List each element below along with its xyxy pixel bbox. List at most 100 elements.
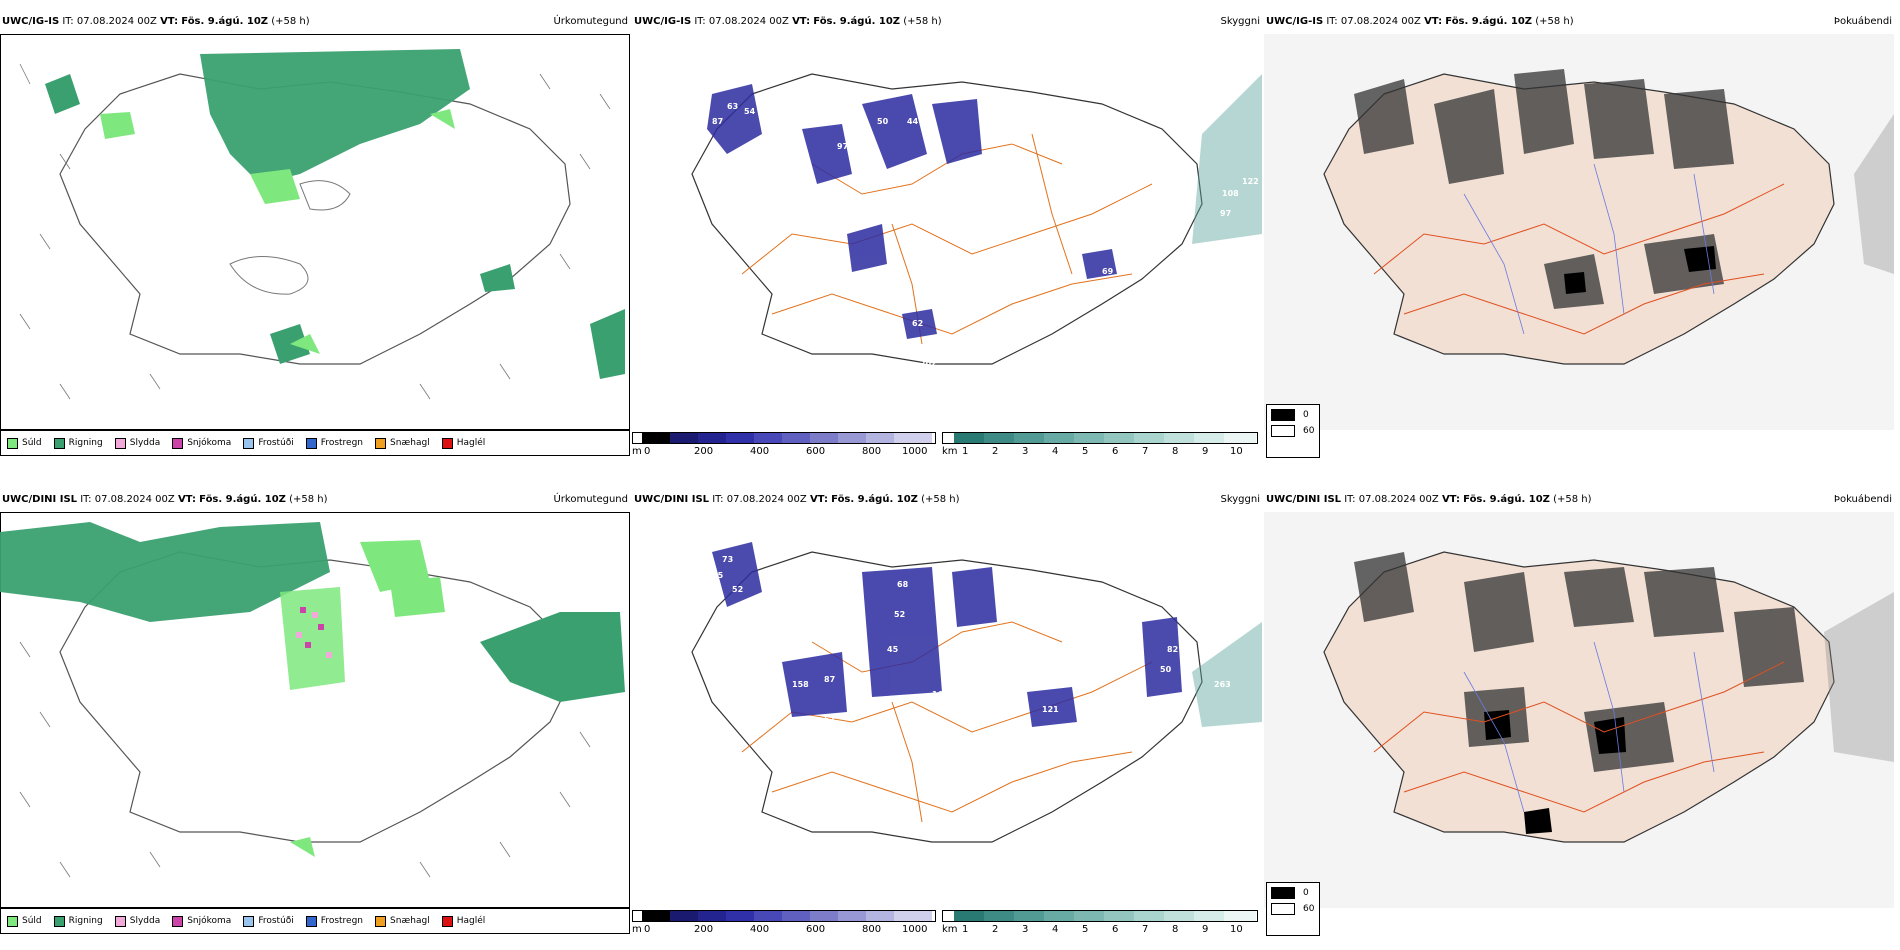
svg-text:62: 62	[912, 319, 923, 328]
legend-item: Snjókoma	[172, 437, 231, 449]
colorbar-tick: 9	[1202, 924, 1209, 935]
panel-title: UWC/IG-IS IT: 07.08.2024 00Z VT: Fös. 9.…	[2, 16, 310, 27]
colorbar-swatches	[942, 910, 1258, 922]
svg-text:121: 121	[1042, 705, 1059, 714]
legend-swatch	[114, 437, 126, 449]
colorbar-tick: 10	[1230, 924, 1243, 935]
legend-item: Súld	[7, 437, 42, 449]
legend-swatch	[7, 437, 18, 449]
colorbar-tick: 0	[644, 446, 651, 457]
svg-text:97: 97	[837, 142, 848, 151]
colorbar-tick: 5	[1082, 924, 1089, 935]
visibility-colorbar: km 1 2 3 4 5 6 7 8 9 10	[942, 432, 1258, 462]
panel-kind-label: Skyggni	[1220, 16, 1260, 27]
colorbar-tick: 1	[962, 924, 969, 935]
svg-text:65: 65	[712, 571, 724, 580]
svg-text:59: 59	[870, 172, 882, 181]
panel-kind-label: Þokuábendi	[1833, 494, 1892, 505]
panel-kind-label: Úrkomutegund	[553, 16, 628, 27]
legend-swatch	[375, 437, 387, 449]
svg-text:168: 168	[932, 690, 949, 699]
svg-text:45: 45	[887, 645, 899, 654]
svg-text:105: 105	[1000, 137, 1017, 146]
iceland-outline	[691, 73, 1203, 365]
colorbar-tick: 7	[1142, 924, 1149, 935]
colorbar-tick: 8	[1172, 924, 1179, 935]
precip-map	[0, 34, 630, 430]
colorbar-unit: m	[632, 924, 642, 935]
colorbar-swatches	[632, 910, 936, 922]
panel-kind-label: Úrkomutegund	[553, 494, 628, 505]
legend-item: Haglél	[441, 437, 485, 449]
fog-panel-bottom: UWC/DINI ISL IT: 07.08.2024 00Z VT: Fös.…	[1264, 492, 1894, 942]
svg-text:202: 202	[920, 359, 937, 368]
legend-item: Haglél	[441, 915, 485, 927]
svg-text:44: 44	[907, 117, 919, 126]
svg-text:72: 72	[902, 805, 913, 814]
fog-legend-swatch	[1271, 903, 1295, 915]
legend-item: Slydda	[114, 915, 160, 927]
legend-swatch	[53, 915, 65, 927]
svg-text:69: 69	[1102, 267, 1114, 276]
colorbar-tick: 200	[694, 924, 714, 935]
svg-text:55: 55	[992, 645, 1004, 654]
panel-title: UWC/DINI ISL IT: 07.08.2024 00Z VT: Fös.…	[1266, 494, 1592, 505]
svg-text:108: 108	[1222, 189, 1239, 198]
fog-legend-swatch	[1271, 425, 1295, 437]
fog-legend: 0 60	[1266, 404, 1320, 458]
legend-swatch	[172, 915, 184, 927]
colorbar-tick: 3	[1022, 924, 1029, 935]
colorbar-tick: 400	[750, 446, 770, 457]
colorbar-tick: 400	[750, 924, 770, 935]
precip-legend: Súld Rigning Slydda Snjókoma Frostúði Fr…	[0, 430, 630, 456]
fog-map	[1264, 34, 1894, 430]
colorbar-tick: 9	[1202, 446, 1209, 457]
colorbar-swatches	[942, 432, 1258, 444]
legend-swatch	[53, 437, 65, 449]
svg-text:73: 73	[722, 555, 733, 564]
colorbar-tick: 4	[1052, 924, 1059, 935]
legend-item: Frostregn	[305, 915, 363, 927]
fog-legend-swatch	[1271, 887, 1295, 899]
colorbar-tick: 200	[694, 446, 714, 457]
svg-text:68: 68	[897, 580, 909, 589]
legend-swatch	[243, 437, 255, 449]
precip-panel-bottom: UWC/DINI ISL IT: 07.08.2024 00Z VT: Fös.…	[0, 492, 630, 942]
colorbar-tick: 2	[992, 446, 999, 457]
svg-text:122: 122	[1242, 177, 1259, 186]
colorbar-tick: 1000	[902, 446, 928, 457]
legend-item: Frostúði	[243, 437, 294, 449]
colorbar-unit: km	[942, 924, 958, 935]
colorbar-unit: m	[632, 446, 642, 457]
precip-map	[0, 512, 630, 908]
colorbar-tick: 8	[1172, 446, 1179, 457]
legend-item: Rigning	[53, 437, 103, 449]
colorbar-tick: 1	[962, 446, 969, 457]
cloud-panel-bottom: UWC/DINI ISL IT: 07.08.2024 00Z VT: Fös.…	[632, 492, 1262, 942]
precip-legend: Súld Rigning Slydda Snjókoma Frostúði Fr…	[0, 908, 630, 934]
colorbar-tick: 800	[862, 446, 882, 457]
fog-panel-top: UWC/IG-IS IT: 07.08.2024 00Z VT: Fös. 9.…	[1264, 14, 1894, 464]
svg-text:87: 87	[712, 117, 723, 126]
colorbar-tick: 3	[1022, 446, 1029, 457]
legend-swatch	[305, 915, 317, 927]
colorbar-tick: 1000	[902, 924, 928, 935]
visibility-colorbar: km 1 2 3 4 5 6 7 8 9 10	[942, 910, 1258, 940]
colorbar-tick: 7	[1142, 446, 1149, 457]
legend-item: Súld	[7, 915, 42, 927]
cloud-base-colorbar: m 0 200 400 600 800 1000	[632, 432, 936, 462]
cloud-panel-top: UWC/IG-IS IT: 07.08.2024 00Z VT: Fös. 9.…	[632, 14, 1262, 464]
fog-map	[1264, 512, 1894, 908]
fog-legend-row: 0	[1267, 405, 1319, 421]
legend-item: Frostúði	[243, 915, 294, 927]
legend-item: Snjókoma	[172, 915, 231, 927]
svg-text:263: 263	[1214, 680, 1231, 689]
colorbar-tick: 0	[644, 924, 651, 935]
svg-text:50: 50	[1160, 665, 1172, 674]
svg-text:144: 144	[987, 122, 1004, 131]
legend-swatch	[305, 437, 317, 449]
colorbar-tick: 6	[1112, 924, 1119, 935]
svg-text:64: 64	[904, 705, 916, 714]
svg-text:52: 52	[894, 610, 905, 619]
